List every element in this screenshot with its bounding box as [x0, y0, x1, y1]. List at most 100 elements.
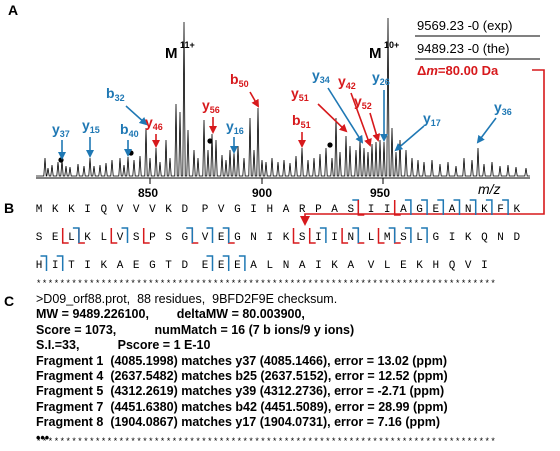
sequence-residue: I — [84, 204, 91, 216]
sequence-residue: K — [331, 260, 338, 272]
delta-variable: m — [426, 63, 438, 78]
ion-label: y51 — [291, 85, 309, 103]
unassigned-peak-markers — [58, 138, 333, 163]
sequence-residue: E — [218, 232, 225, 244]
sequence-coverage-map: M K K I Q V V V K D P V G I H A R P A S I I A G E A N K F KS E L K L V S P S G… — [36, 204, 521, 272]
result-line-ellipsis: ••• — [36, 430, 50, 445]
sequence-residue: E — [133, 260, 140, 272]
y-ion-cleavage-mark — [357, 200, 365, 216]
b-ion-cleavage-mark — [469, 199, 477, 215]
sequence-residue: Q — [481, 232, 488, 244]
result-line-si: S.I.=33, Pscore = 1 E-10 — [36, 338, 211, 353]
sequence-residue: L — [384, 260, 391, 272]
sequence-residue: I — [481, 260, 488, 272]
sequence-residue: S — [400, 232, 407, 244]
sequence-residue: K — [52, 204, 59, 216]
sequence-residue: K — [513, 204, 520, 216]
b-ion-cleavage-mark — [222, 255, 230, 271]
ion-number: 46 — [153, 122, 163, 132]
ion-label: y42 — [338, 73, 356, 91]
x-tick-label-900: 900 — [252, 186, 272, 200]
ion-y37: y37 — [52, 121, 70, 160]
b-ion-cleavage-mark — [502, 199, 509, 215]
b-ion-cleavage-mark — [388, 227, 396, 243]
sequence-residue: L — [100, 232, 107, 244]
x-tick-label-950: 950 — [370, 186, 390, 200]
sequence-residue: Q — [449, 260, 456, 272]
b-ion-cleavage-mark — [238, 255, 246, 271]
result-line-mw: MW = 9489.226100, deltaMW = 80.003900, — [36, 307, 305, 322]
b-ion-cleavage-mark — [352, 227, 360, 243]
ion-arrow — [394, 125, 425, 152]
sequence-residue: M — [384, 232, 391, 244]
ion-label: b51 — [292, 112, 311, 130]
y-ion-cleavage-mark — [61, 228, 69, 244]
sequence-residue: L — [368, 232, 375, 244]
sequence-residue: I — [250, 204, 257, 216]
ion-y15: y15 — [82, 117, 100, 158]
sequence-residue: D — [181, 204, 188, 216]
sequence-residue: K — [416, 260, 423, 272]
y-ion-cleavage-mark — [341, 228, 349, 244]
y-ion-cleavage-mark — [142, 228, 150, 244]
ion-arrow — [369, 112, 381, 142]
y-ion-cleavage-mark — [292, 228, 300, 244]
sequence-residue: S — [299, 232, 306, 244]
sequence-residue: Q — [100, 204, 107, 216]
ion-y46: y46 — [145, 114, 163, 148]
y-ion-cleavage-mark — [110, 228, 118, 244]
ion-number: 36 — [502, 107, 512, 117]
sequence-residue: E — [202, 260, 209, 272]
separator-stars-top: ****************************************… — [36, 279, 496, 289]
delta-value: =80.00 Da — [438, 63, 499, 78]
b-ion-cleavage-mark — [421, 227, 428, 243]
ion-arrow — [350, 92, 372, 147]
ion-label: b32 — [106, 85, 125, 103]
sequence-residue: K — [84, 232, 91, 244]
sequence-residue: K — [68, 204, 75, 216]
sequence-residue: I — [368, 204, 375, 216]
y-ion-cleavage-mark — [377, 228, 385, 244]
sequence-residue: G — [181, 232, 188, 244]
ion-arrow — [125, 105, 148, 126]
sequence-residue: N — [465, 204, 472, 216]
sequence-residue: S — [165, 232, 172, 244]
result-line-fragment-4: Fragment 4 (2637.5482) matches b25 (2637… — [36, 368, 448, 383]
ion-arrow — [327, 87, 364, 144]
sequence-residue: L — [266, 260, 273, 272]
cleavage-site-marks — [40, 199, 509, 271]
sequence-residue: E — [218, 260, 225, 272]
sequence-residue: G — [234, 204, 241, 216]
sequence-residue: I — [315, 260, 322, 272]
sequence-residue: K — [465, 232, 472, 244]
b-ion-cleavage-mark — [206, 227, 214, 243]
molecular-ion-label: M — [165, 45, 178, 62]
sequence-residue: S — [36, 232, 43, 244]
sequence-residue: D — [181, 260, 188, 272]
ion-label: y15 — [82, 117, 100, 135]
result-line-protein: >D09_orf88.prot, 88 residues, 9BFD2F9E c… — [36, 292, 338, 306]
y-ion-cleavage-mark — [308, 228, 316, 244]
sequence-residue: T — [165, 260, 172, 272]
ion-label: y37 — [52, 121, 70, 139]
panel-label-b: B — [4, 200, 15, 216]
sequence-residue: N — [497, 232, 504, 244]
sequence-residue: V — [202, 232, 209, 244]
delta-symbol: Δ — [417, 63, 426, 78]
sequence-residue: A — [299, 260, 306, 272]
sequence-residue: G — [234, 232, 241, 244]
mass-delta: Δm=80.00 Da — [417, 63, 499, 78]
database-search-result: >D09_orf88.prot, 88 residues, 9BFD2F9E c… — [36, 292, 556, 446]
sequence-residue: L — [416, 232, 423, 244]
ion-label: y52 — [354, 93, 372, 111]
unassigned-peak-dot — [58, 157, 64, 163]
result-line-fragment-1: Fragment 1 (4085.1998) matches y37 (4085… — [36, 353, 447, 368]
ion-y16: y16 — [226, 118, 244, 154]
ion-y17: y17 — [394, 110, 441, 152]
ion-number: 51 — [299, 93, 309, 103]
sequence-residue: V — [149, 204, 156, 216]
b-ion-cleavage-mark — [56, 255, 64, 271]
sequence-residue: V — [117, 232, 124, 244]
fragment-ion-labels: y37 y15 b32 b40 y46 y56 b50 y16 — [52, 67, 512, 160]
sequence-residue: A — [250, 260, 257, 272]
